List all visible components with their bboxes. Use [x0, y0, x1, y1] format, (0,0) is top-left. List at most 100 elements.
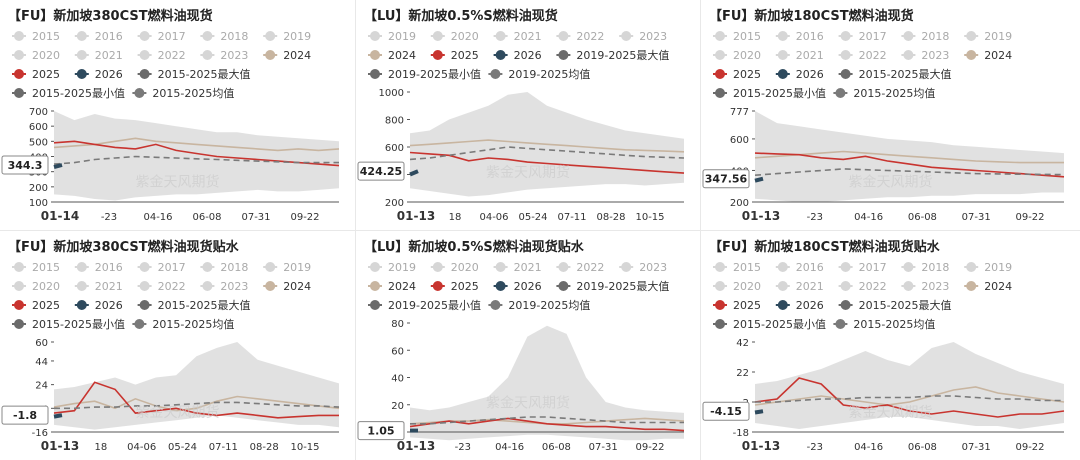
legend-label: 2015-2025最大值 [158, 67, 251, 81]
chart-panel: 【FU】新加坡380CST燃料油现货 2015 2016 2017 2018 2019 20… [0, 0, 355, 230]
legend-label: 2026 [95, 299, 123, 312]
legend-swatch-dot [558, 281, 569, 291]
current-value-label: 424.25 [360, 165, 402, 178]
legend-label: 2016 [796, 261, 824, 274]
x-tick-label: 06-08 [192, 212, 221, 223]
legend-swatch-dot [134, 88, 145, 98]
legend-label: 2024 [283, 49, 311, 62]
x-tick-label: 01-13 [397, 439, 435, 453]
legend-swatch-dot [715, 50, 725, 60]
y-tick-label: 700 [29, 107, 48, 118]
legend-label: 2019 [283, 261, 311, 274]
y-tick-label: 200 [730, 198, 749, 209]
legend-label: 2017 [158, 30, 186, 43]
y-tick-label: 40 [391, 374, 404, 385]
watermark: 紫金天风期货 [849, 404, 933, 421]
series-line [54, 401, 340, 410]
legend-label: 2015 [32, 261, 60, 274]
legend-swatch-dot [14, 50, 24, 60]
legend-label: 2021 [514, 30, 542, 43]
legend-swatch-dot [432, 281, 443, 291]
y-tick-label: 20 [391, 401, 404, 412]
legend-swatch-dot [777, 262, 788, 272]
legend-swatch-dot [370, 50, 380, 60]
legend-swatch-dot [715, 300, 725, 310]
legend-label: 2017 [158, 261, 186, 274]
legend-swatch-dot [777, 31, 788, 41]
y-tick-label: 42 [736, 338, 749, 349]
current-value-label: 344.3 [8, 159, 43, 172]
legend-label: 2025 [451, 49, 479, 62]
legend-label: 2019-2025最大值 [576, 279, 669, 293]
y-tick-label: 600 [385, 143, 404, 154]
legend-label: 2026 [95, 68, 123, 81]
series-line [409, 146, 685, 161]
y-tick-label: 100 [29, 198, 48, 209]
legend-swatch-dot [777, 50, 788, 60]
current-value-box [357, 421, 405, 441]
y-tick-label: 24 [35, 381, 48, 392]
legend-label: 2024 [388, 49, 416, 62]
x-tick-label: -23 [101, 212, 117, 223]
y-tick-label: 600 [29, 122, 48, 133]
legend-swatch-dot [370, 262, 380, 272]
legend-label: 2020 [32, 49, 60, 62]
legend-label: 2015-2025均值 [853, 318, 935, 331]
legend-swatch-dot [835, 319, 846, 329]
legend-label: 2019 [283, 30, 311, 43]
legend-swatch-dot [202, 50, 213, 60]
series-line [53, 155, 339, 165]
legend-swatch-dot [139, 281, 150, 291]
legend-label: 2021 [95, 280, 123, 293]
legend-swatch-dot [715, 262, 725, 272]
legend-swatch-dot [903, 31, 914, 41]
legend-swatch-dot [840, 262, 851, 272]
legend-label: 2025 [733, 299, 761, 312]
legend-label: 2020 [451, 261, 479, 274]
chart-panel: 【FU】新加坡380CST燃料油现货贴水 2015 2016 2017 2018 2019… [0, 231, 355, 460]
legend-label: 2023 [921, 280, 949, 293]
current-value-label: 1.05 [367, 425, 394, 438]
legend-label: 2015-2025最大值 [158, 298, 251, 312]
legend-swatch-dot [265, 262, 276, 272]
legend-label: 2019 [388, 261, 416, 274]
series-line [53, 413, 63, 419]
x-tick-label: 06-08 [542, 442, 571, 453]
chart-title: 【FU】新加坡180CST燃料油现货贴水 [709, 239, 941, 255]
x-tick-label: 08-28 [250, 442, 279, 453]
legend-label: 2019 [388, 30, 416, 43]
x-tick-label: 09-22 [290, 212, 319, 223]
legend-swatch-dot [139, 262, 150, 272]
chart-panel: 【LU】新加坡0.5%S燃料油现货 2019 2020 2021 2022 2023 202… [356, 0, 700, 230]
legend-swatch-dot [14, 281, 24, 291]
legend-swatch-dot [840, 50, 851, 60]
x-tick-label: 09-22 [1015, 442, 1044, 453]
series-line [754, 377, 1065, 418]
legend-swatch-dot [715, 69, 725, 79]
legend-swatch-dot [202, 31, 213, 41]
series-line [754, 150, 1064, 164]
watermark: 紫金天风期货 [849, 174, 933, 191]
legend-swatch-dot [840, 281, 851, 291]
series-line [53, 137, 340, 152]
legend-label: 2015 [733, 261, 761, 274]
legend-swatch-dot [265, 50, 276, 60]
legend-label: 2026 [796, 68, 824, 81]
divider [0, 230, 1080, 231]
current-value-label: -1.8 [13, 409, 37, 422]
legend-swatch-dot [495, 50, 506, 60]
legend-label: 2021 [95, 49, 123, 62]
legend-swatch-dot [903, 281, 914, 291]
y-tick-label: 800 [385, 116, 404, 127]
legend-label: 2018 [921, 261, 949, 274]
current-value-box [1, 405, 49, 425]
range-band [54, 342, 339, 430]
legend-label: 2015-2025最大值 [859, 298, 952, 312]
legend-swatch-dot [621, 31, 632, 41]
y-tick-label: 60 [35, 338, 48, 349]
chart-svg: 【FU】新加坡380CST燃料油现货贴水 2015 2016 2017 2018 2019… [1, 239, 340, 453]
legend-label: 2015 [32, 30, 60, 43]
legend-swatch-dot [202, 262, 213, 272]
series-line [754, 386, 1065, 406]
legend-swatch-dot [715, 319, 725, 329]
